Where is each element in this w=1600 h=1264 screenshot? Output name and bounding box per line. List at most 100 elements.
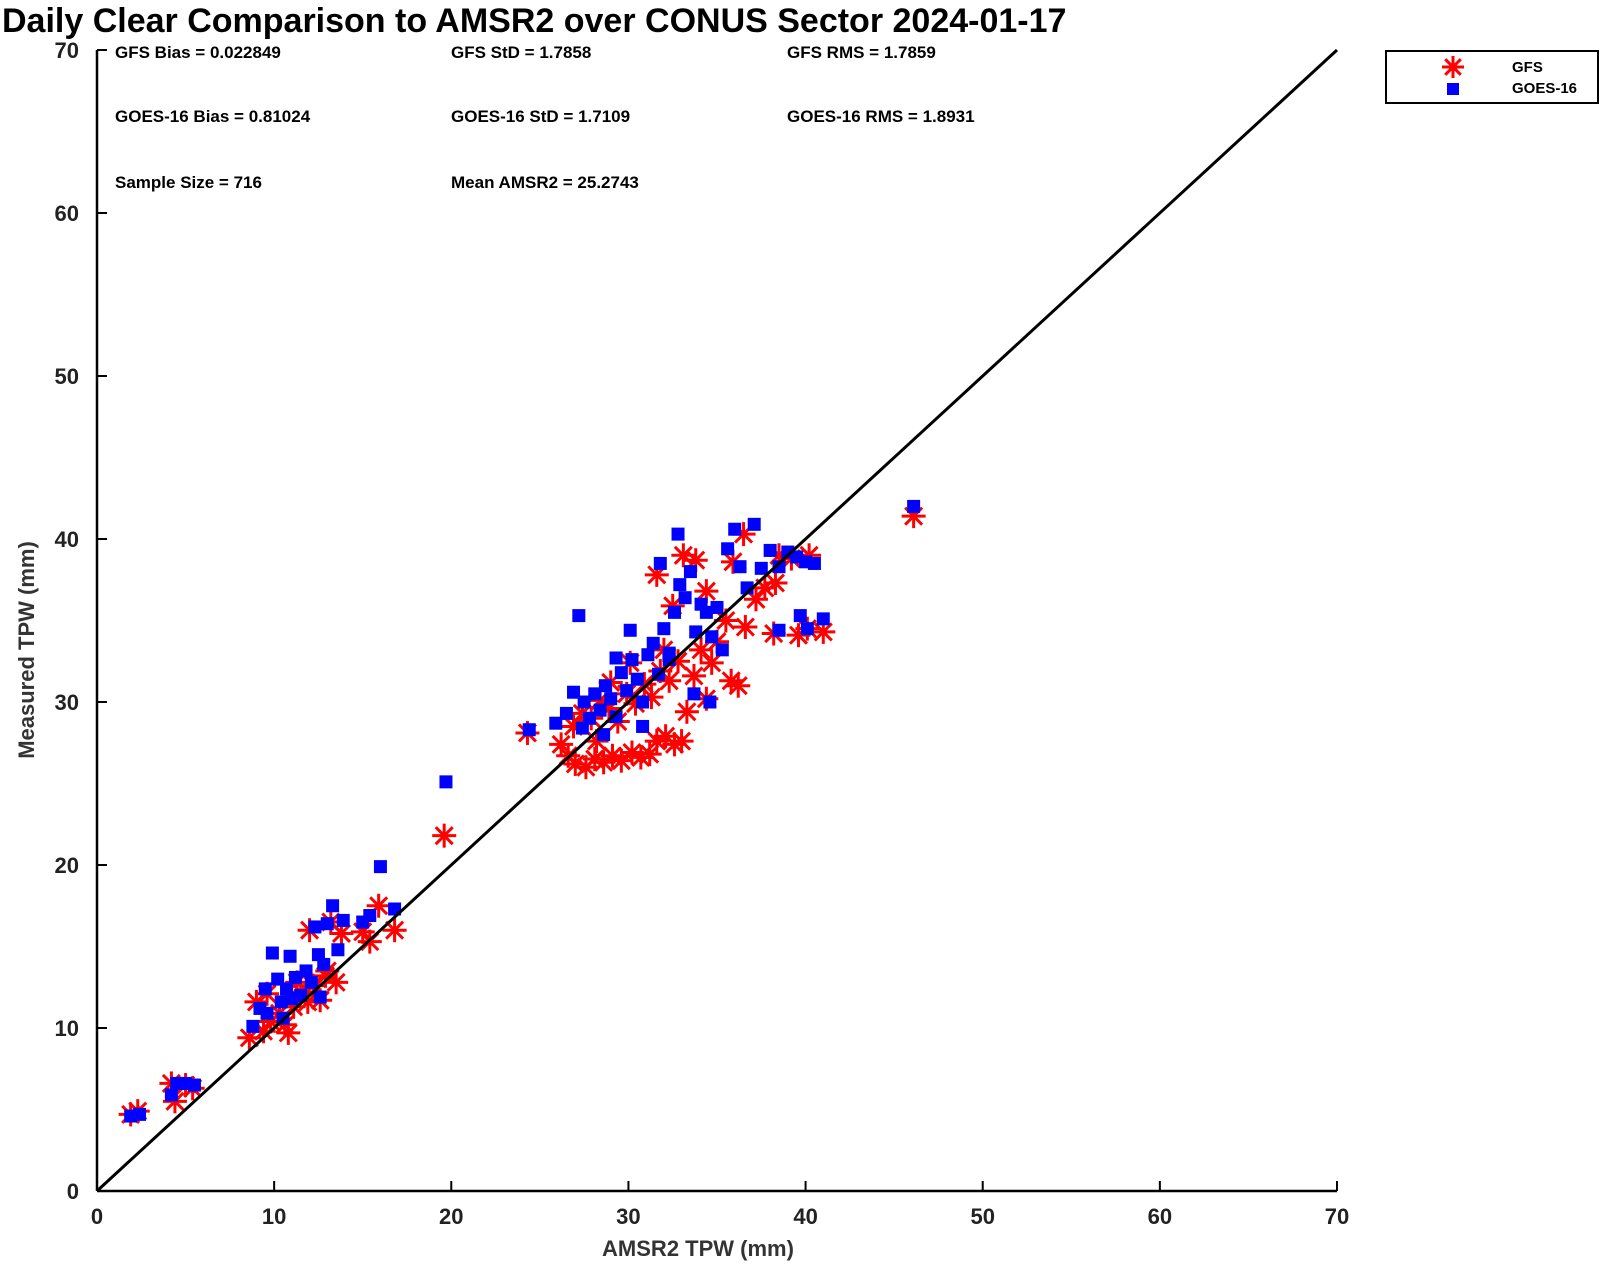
goes16-point [763, 543, 777, 557]
goes16-series [124, 499, 921, 1123]
goes16-point [641, 648, 655, 662]
gfs-point [669, 729, 694, 754]
one-to-one-reference-line [95, 48, 1339, 1193]
goes16-point [326, 899, 340, 913]
y-tick-label: 40 [55, 527, 79, 552]
goes16-point [715, 643, 729, 657]
legend-gfs-label: GFS [1512, 59, 1543, 76]
goes16-point [373, 860, 387, 874]
goes16-point [772, 623, 786, 637]
x-axis-label: AMSR2 TPW (mm) [602, 1236, 794, 1261]
goes16-point [636, 719, 650, 733]
goes16-point [187, 1078, 201, 1092]
legend: GFS GOES-16 [1385, 50, 1599, 104]
goes16-point [320, 917, 334, 931]
goes16-point [265, 946, 279, 960]
y-tick-label: 60 [55, 201, 79, 226]
goes16-point [772, 560, 786, 574]
goes16-point [260, 1006, 274, 1020]
x-tick-label: 20 [439, 1204, 463, 1229]
gfs-point [763, 571, 788, 596]
goes16-point [620, 684, 634, 698]
goes16-point [285, 992, 299, 1006]
goes16-point [625, 653, 639, 667]
goes16-point [733, 560, 747, 574]
goes16-point [678, 591, 692, 605]
y-tick-label: 0 [67, 1179, 79, 1204]
goes16-point [311, 948, 325, 962]
y-tick-label: 10 [55, 1016, 79, 1041]
legend-box [1385, 50, 1599, 104]
goes16-point [271, 972, 285, 986]
gfs-point [699, 650, 724, 675]
gfs-point [681, 663, 706, 688]
goes16-point [598, 679, 612, 693]
stat-sample-size: Sample Size = 716 [115, 173, 262, 192]
goes16-point [671, 527, 685, 541]
goes16-point [687, 687, 701, 701]
goes16-point [549, 716, 563, 730]
goes16-point [673, 578, 687, 592]
x-tick-label: 50 [970, 1204, 994, 1229]
goes16-point [657, 622, 671, 636]
gfs-point [382, 918, 407, 943]
x-tick-label: 30 [616, 1204, 640, 1229]
y-ticks: 0 10 20 30 40 50 60 70 [55, 38, 107, 1204]
goes16-point [683, 565, 697, 579]
goes16-point [907, 499, 921, 513]
goes16-point [283, 949, 297, 963]
goes16-point [710, 600, 724, 614]
goes16-point [582, 711, 596, 725]
y-tick-label: 30 [55, 690, 79, 715]
chart-title: Daily Clear Comparison to AMSR2 over CON… [2, 2, 1066, 40]
gfs-point [432, 823, 457, 848]
goes16-point [747, 517, 761, 531]
goes16-point [703, 695, 717, 709]
goes16-point [280, 982, 294, 996]
goes16-point [313, 990, 327, 1004]
goes16-point [299, 964, 313, 978]
goes16-point [572, 609, 586, 623]
x-tick-label: 70 [1325, 1204, 1349, 1229]
plot-area: 0 10 20 30 40 50 60 70 0 10 20 30 40 50 60 70 [55, 38, 1350, 1229]
goes16-point [636, 695, 650, 709]
goes16-point [728, 522, 742, 536]
stat-mean-amsr2: Mean AMSR2 = 25.2743 [451, 173, 639, 192]
goes16-point [317, 957, 331, 971]
x-tick-label: 10 [262, 1204, 286, 1229]
y-axis-label: Measured TPW (mm) [14, 541, 39, 759]
gfs-point [726, 673, 751, 698]
goes16-point [133, 1107, 147, 1121]
gfs-series [118, 504, 926, 1127]
goes16-point [288, 970, 302, 984]
goes16-point [559, 706, 573, 720]
goes16-point [331, 943, 345, 957]
x-tick-label: 60 [1148, 1204, 1172, 1229]
gfs-point [674, 699, 699, 724]
gfs-point [628, 745, 653, 770]
legend-goes16-marker [1447, 83, 1459, 95]
goes16-point [609, 651, 623, 665]
goes16-point [246, 1019, 260, 1033]
goes16-point [653, 556, 667, 570]
goes16-point [816, 612, 830, 626]
goes16-point [522, 723, 536, 737]
goes16-point [800, 622, 814, 636]
gfs-point [694, 579, 719, 604]
x-ticks: 0 10 20 30 40 50 60 70 [91, 1181, 1349, 1229]
goes16-point [274, 995, 288, 1009]
stat-goes16-rms: GOES-16 RMS = 1.8931 [787, 107, 975, 126]
stat-gfs-rms: GFS RMS = 1.7859 [787, 43, 936, 62]
goes16-point [567, 685, 581, 699]
statistics-block: GFS Bias = 0.022849 GFS StD = 1.7858 GFS… [115, 43, 975, 192]
goes16-point [721, 542, 735, 556]
goes16-point [609, 710, 623, 724]
gfs-point [1442, 56, 1464, 78]
goes16-point [754, 561, 768, 575]
goes16-point [630, 672, 644, 686]
goes16-point [646, 636, 660, 650]
gfs-point [563, 751, 588, 776]
goes16-point [623, 623, 637, 637]
y-tick-label: 50 [55, 364, 79, 389]
y-tick-label: 70 [55, 38, 79, 63]
